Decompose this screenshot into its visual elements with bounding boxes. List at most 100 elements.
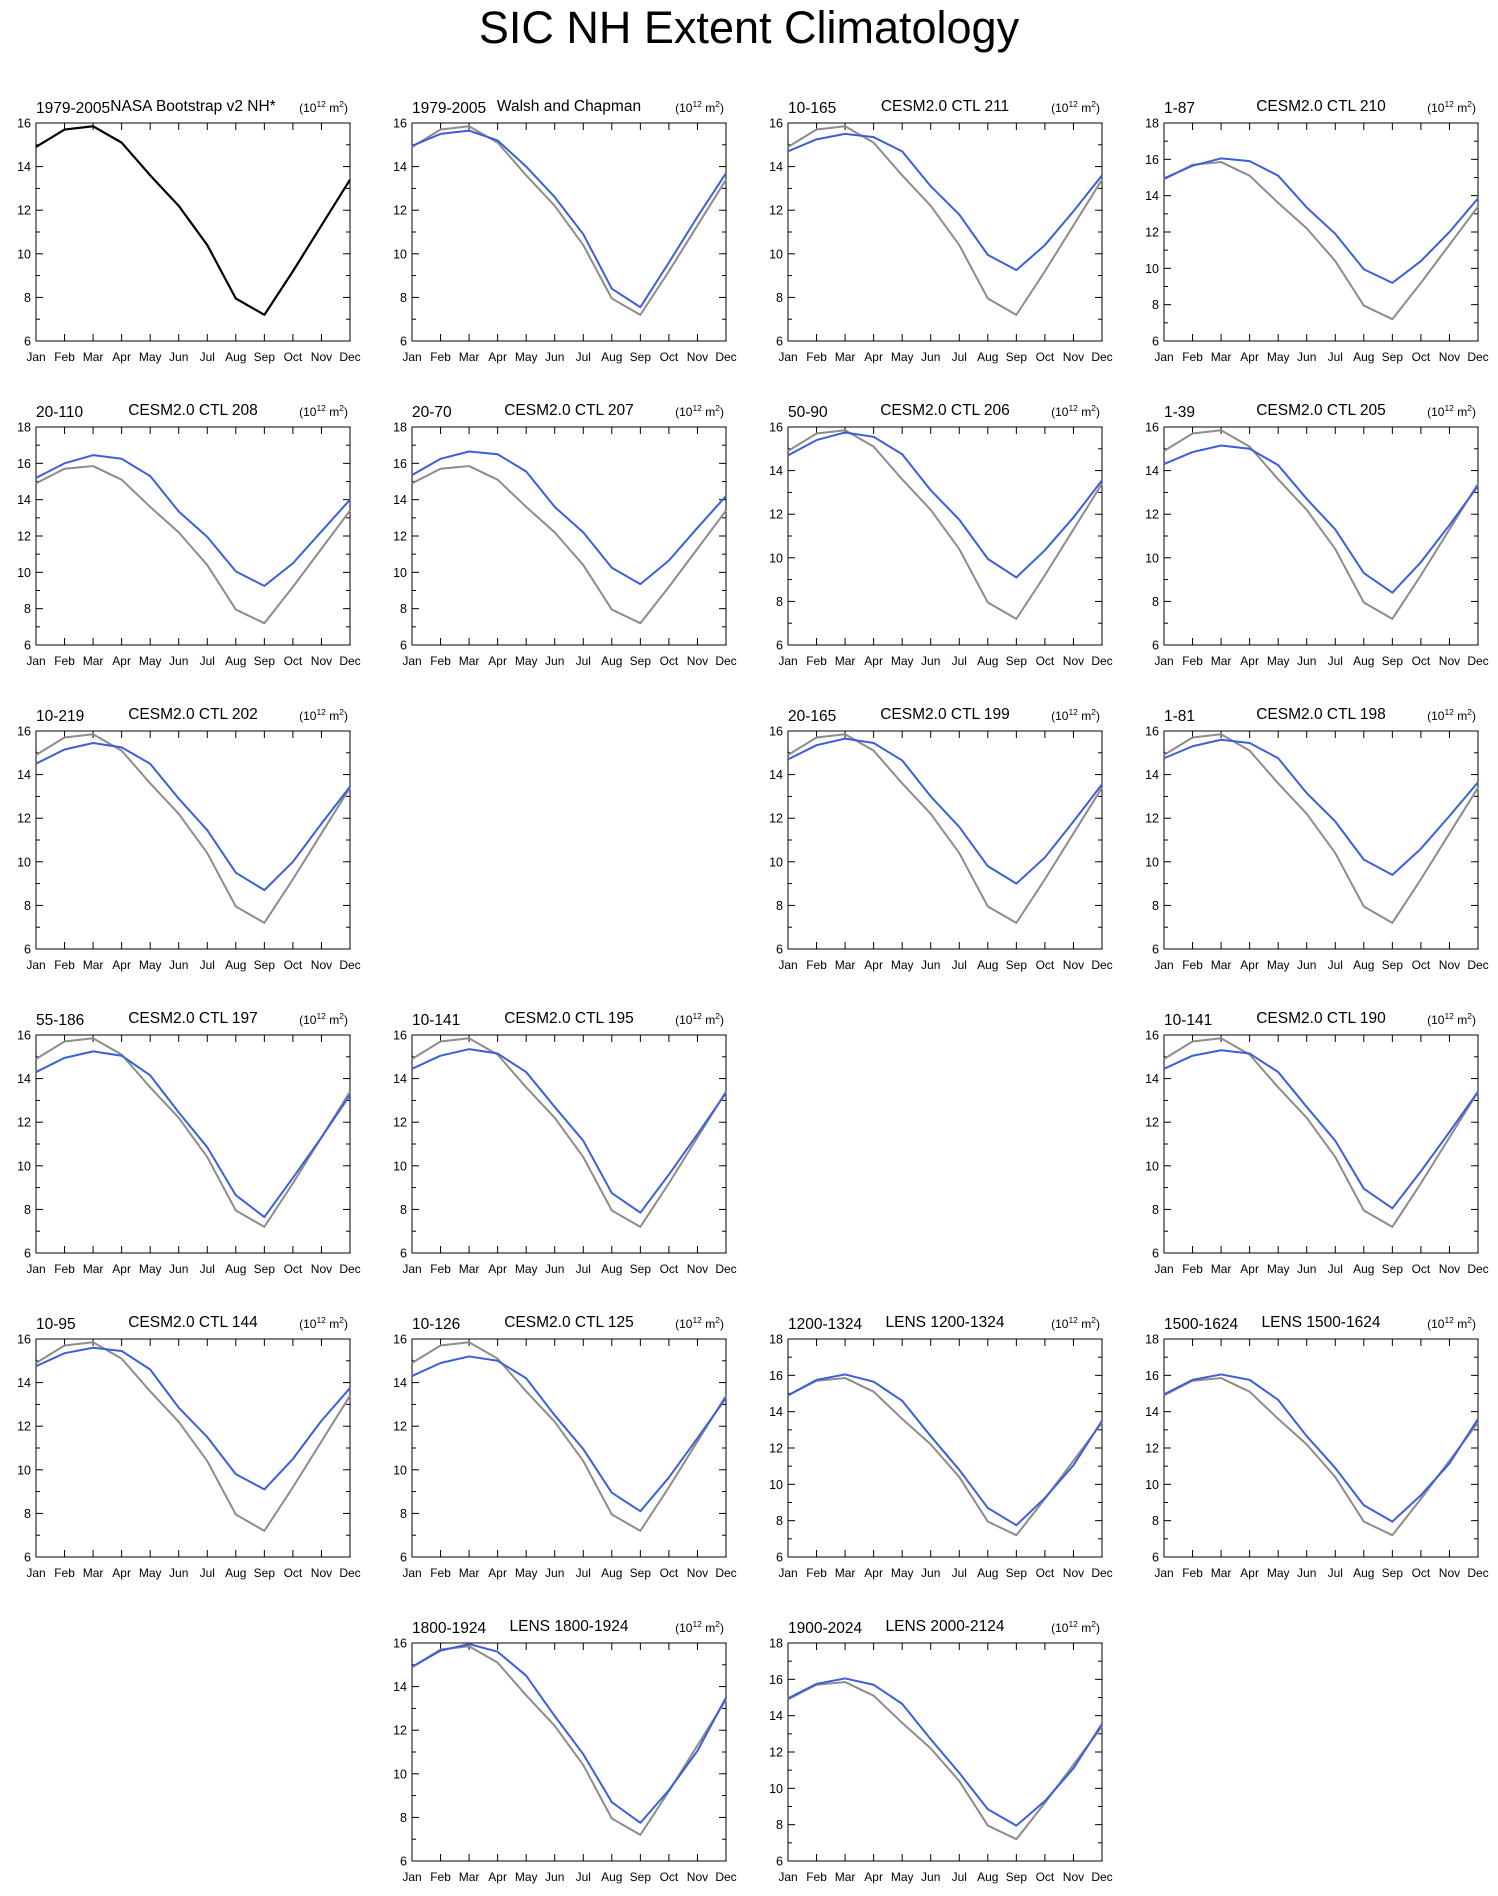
panel-left-label: 10-95 xyxy=(36,1316,76,1333)
x-tick-label: Mar xyxy=(459,1870,480,1884)
units-superscript: 2 xyxy=(339,1011,344,1021)
x-tick-label: Aug xyxy=(225,1566,246,1580)
units-text: (10 xyxy=(1427,1013,1445,1027)
units-label: (1012 m2) xyxy=(1427,707,1476,723)
plot-frame xyxy=(787,730,1103,950)
units-text: ) xyxy=(344,709,348,723)
x-tick-label: Nov xyxy=(1063,1566,1084,1580)
series-line-model xyxy=(1163,1373,1479,1523)
y-tick-label: 8 xyxy=(1152,298,1159,312)
x-tick-label: Nov xyxy=(1063,654,1084,668)
x-tick-label: Feb xyxy=(54,958,75,972)
units-label: (1012 m2) xyxy=(675,1011,724,1027)
x-tick-label: Oct xyxy=(660,350,679,364)
x-tick-label: May xyxy=(1267,958,1290,972)
units-superscript: 2 xyxy=(1091,1619,1096,1629)
y-tick-label: 16 xyxy=(393,1029,407,1043)
panel-title: CESM2.0 CTL 125 xyxy=(504,1314,634,1331)
series-line-obs xyxy=(411,1037,727,1228)
x-tick-label: Jan xyxy=(26,1262,45,1276)
x-tick-label: Feb xyxy=(430,654,451,668)
panel-left-label: 20-165 xyxy=(788,708,836,725)
x-tick-label: Sep xyxy=(1382,1262,1404,1276)
x-tick-label: Aug xyxy=(601,350,622,364)
x-tick-label: Oct xyxy=(1412,1566,1431,1580)
x-tick-label: Apr xyxy=(1240,1566,1259,1580)
x-tick-label: May xyxy=(891,958,914,972)
units-superscript: 2 xyxy=(339,707,344,717)
y-tick-label: 6 xyxy=(776,335,783,349)
units-text: ) xyxy=(720,101,724,115)
units-text: (10 xyxy=(1427,1317,1445,1331)
y-tick-label: 10 xyxy=(769,855,783,869)
series-line-model xyxy=(411,129,727,309)
y-tick-label: 8 xyxy=(1152,899,1159,913)
x-tick-label: Sep xyxy=(630,350,652,364)
plot-frame xyxy=(787,1338,1103,1558)
x-tick-label: Feb xyxy=(54,654,75,668)
x-tick-label: Aug xyxy=(1353,1262,1374,1276)
x-tick-label: Mar xyxy=(83,958,104,972)
units-superscript: 2 xyxy=(1467,403,1472,413)
units-text: ) xyxy=(1096,1621,1100,1635)
x-tick-label: May xyxy=(1267,350,1290,364)
y-tick-label: 8 xyxy=(400,602,407,616)
units-text: m xyxy=(702,1013,715,1027)
series-line-model xyxy=(1163,444,1479,594)
units-text: (10 xyxy=(1051,709,1069,723)
x-tick-label: Jun xyxy=(169,1262,188,1276)
x-tick-label: Oct xyxy=(1412,958,1431,972)
x-tick-label: Nov xyxy=(687,350,708,364)
y-tick-label: 8 xyxy=(400,1507,407,1521)
series-line-obs xyxy=(411,1645,727,1836)
y-tick-label: 8 xyxy=(24,602,31,616)
x-tick-label: Jun xyxy=(921,1566,940,1580)
x-tick-label: Oct xyxy=(1412,654,1431,668)
units-label: (1012 m2) xyxy=(1051,1315,1100,1331)
x-tick-label: Jan xyxy=(402,1870,421,1884)
x-tick-label: Oct xyxy=(284,1262,303,1276)
series-line-model xyxy=(35,454,351,587)
x-tick-label: Apr xyxy=(112,654,131,668)
y-tick-label: 8 xyxy=(776,1818,783,1832)
y-tick-label: 12 xyxy=(393,1116,407,1130)
y-tick-label: 14 xyxy=(17,1376,31,1390)
y-tick-label: 12 xyxy=(393,1724,407,1738)
y-tick-label: 6 xyxy=(24,335,31,349)
x-tick-label: Jan xyxy=(778,1870,797,1884)
units-superscript: 12 xyxy=(1068,1619,1078,1629)
x-tick-label: Feb xyxy=(430,1566,451,1580)
x-tick-label: Jul xyxy=(1328,654,1343,668)
x-tick-label: Jan xyxy=(1154,958,1173,972)
series-line-model xyxy=(787,737,1103,885)
x-tick-label: Jun xyxy=(545,1870,564,1884)
series-line-model xyxy=(411,1048,727,1214)
panel-title: CESM2.0 CTL 190 xyxy=(1256,1010,1386,1027)
x-tick-label: Dec xyxy=(1091,654,1112,668)
x-tick-label: Jul xyxy=(952,958,967,972)
x-tick-label: Sep xyxy=(630,1870,652,1884)
x-tick-label: Feb xyxy=(1182,350,1203,364)
series-line-obs xyxy=(411,125,727,316)
x-tick-label: Jul xyxy=(952,1870,967,1884)
y-tick-label: 18 xyxy=(17,421,31,435)
y-tick-label: 6 xyxy=(400,1551,407,1565)
x-tick-label: Jun xyxy=(921,958,940,972)
chart-panel-p8: 1-39 CESM2.0 CTL 205 (1012 m2)6810121416Ja… xyxy=(1145,402,1489,668)
y-tick-label: 16 xyxy=(1145,421,1159,435)
plot-frame xyxy=(1163,1338,1479,1558)
x-tick-label: Apr xyxy=(1240,654,1259,668)
units-text: m xyxy=(326,1013,339,1027)
x-tick-label: May xyxy=(139,1262,162,1276)
x-tick-label: Sep xyxy=(1006,654,1028,668)
units-label: (1012 m2) xyxy=(675,1315,724,1331)
x-tick-label: Mar xyxy=(83,350,104,364)
x-tick-label: Dec xyxy=(1091,350,1112,364)
y-tick-label: 12 xyxy=(1145,1442,1159,1456)
plot-frame xyxy=(35,1034,351,1254)
panel-left-label: 1-81 xyxy=(1164,708,1195,725)
units-superscript: 2 xyxy=(1091,1315,1096,1325)
x-tick-label: Mar xyxy=(1211,958,1232,972)
panel-title: CESM2.0 CTL 211 xyxy=(881,98,1009,115)
